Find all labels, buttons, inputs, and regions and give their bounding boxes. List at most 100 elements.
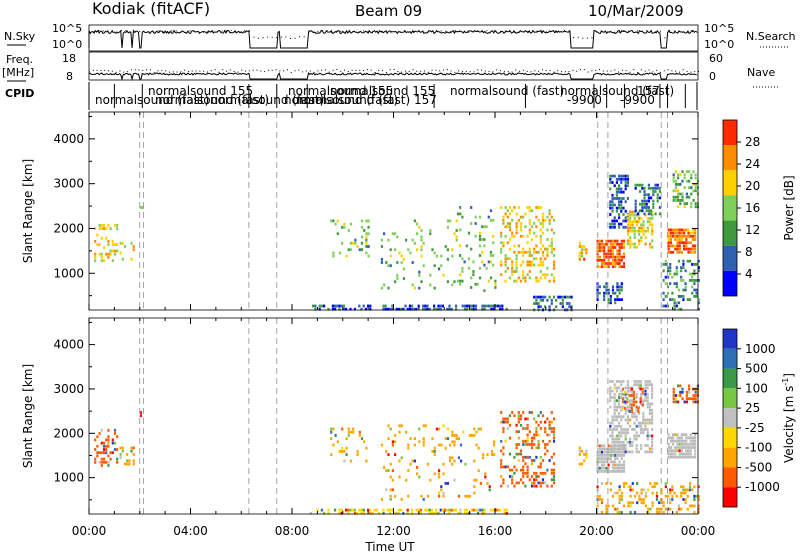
range-cell — [451, 430, 454, 434]
range-cell — [607, 301, 610, 305]
nave-dot — [271, 69, 273, 71]
range-cell — [607, 288, 610, 292]
range-cell — [667, 244, 670, 248]
range-cell — [544, 420, 547, 424]
range-cell — [389, 488, 392, 492]
range-cell — [475, 430, 478, 434]
range-cell — [646, 226, 649, 230]
nsearch-dot — [696, 31, 698, 33]
range-cell — [622, 174, 625, 178]
range-cell — [685, 228, 688, 232]
range-cell — [478, 234, 482, 238]
range-cell — [618, 298, 621, 301]
range-cell — [638, 242, 641, 246]
range-cell — [629, 223, 632, 227]
range-cell — [539, 222, 542, 225]
range-cell — [116, 448, 119, 451]
range-cell — [539, 295, 542, 299]
range-cell — [690, 186, 693, 189]
range-cell — [102, 441, 106, 445]
range-cell — [616, 466, 619, 470]
range-cell — [530, 439, 534, 443]
range-cell — [537, 206, 540, 209]
range-cell — [691, 228, 694, 232]
range-cell — [694, 173, 697, 177]
range-cell — [683, 234, 686, 238]
range-cell — [505, 511, 508, 515]
power-colorbar-tick-label: 16 — [745, 201, 760, 215]
range-cell — [611, 203, 614, 207]
range-cell — [511, 475, 514, 478]
range-cell — [620, 494, 623, 498]
range-cell — [552, 417, 556, 421]
range-cell — [546, 449, 549, 453]
range-cell — [620, 463, 623, 467]
nave-dot — [469, 71, 471, 73]
range-cell — [647, 510, 650, 514]
range-cell — [644, 236, 647, 239]
range-cell — [541, 295, 545, 299]
range-cell — [673, 304, 676, 308]
range-cell — [626, 421, 629, 425]
range-cell — [694, 446, 697, 449]
range-cell — [400, 254, 403, 258]
range-cell — [407, 248, 410, 252]
range-cell — [530, 263, 534, 267]
range-cell — [626, 428, 629, 431]
nsearch-dot — [623, 30, 625, 32]
range-cell — [500, 250, 503, 254]
range-cell — [503, 508, 506, 512]
range-cell — [528, 455, 531, 459]
range-cell — [533, 436, 536, 440]
range-cell — [345, 437, 348, 440]
nsearch-dot — [586, 37, 588, 39]
range-cell — [598, 239, 601, 243]
range-cell — [404, 304, 407, 308]
nave-dot — [165, 70, 167, 72]
range-cell — [98, 224, 101, 227]
nsearch-dot — [646, 30, 648, 32]
range-cell — [677, 176, 680, 180]
nave-dot — [351, 69, 353, 71]
range-cell — [683, 455, 686, 459]
nsearch-tick-high: 10^5 — [704, 22, 734, 35]
range-cell — [411, 261, 414, 264]
range-cell — [470, 247, 473, 251]
range-cell — [680, 269, 683, 273]
range-cell — [644, 392, 647, 396]
range-cell — [645, 209, 648, 213]
range-cell — [119, 251, 122, 255]
range-cell — [472, 307, 475, 311]
range-cell — [605, 242, 608, 246]
range-cell — [411, 459, 414, 463]
range-cell — [596, 249, 599, 253]
range-cell — [607, 457, 610, 460]
range-cell — [646, 380, 649, 383]
nsearch-dot — [271, 36, 273, 38]
range-cell — [453, 478, 456, 482]
range-cell — [453, 280, 456, 284]
range-cell — [648, 412, 651, 415]
range-cell — [622, 444, 625, 447]
nave-dot — [488, 70, 490, 72]
range-cell — [422, 307, 425, 311]
range-cell — [349, 430, 353, 434]
range-cell — [515, 228, 518, 232]
range-cell — [483, 263, 486, 267]
range-cell — [533, 250, 536, 254]
range-cell — [664, 282, 667, 285]
range-cell — [632, 400, 636, 404]
range-cell — [109, 252, 112, 256]
range-cell — [391, 307, 394, 311]
range-cell — [624, 396, 627, 399]
range-cell — [615, 399, 618, 403]
nsearch-dot — [376, 31, 378, 33]
range-cell — [640, 488, 643, 492]
range-cell — [398, 475, 401, 479]
range-cell — [616, 282, 619, 285]
range-cell — [332, 251, 335, 255]
range-cell — [629, 386, 632, 390]
range-cell — [616, 510, 619, 514]
range-cell — [515, 443, 518, 446]
range-cell — [386, 508, 389, 512]
